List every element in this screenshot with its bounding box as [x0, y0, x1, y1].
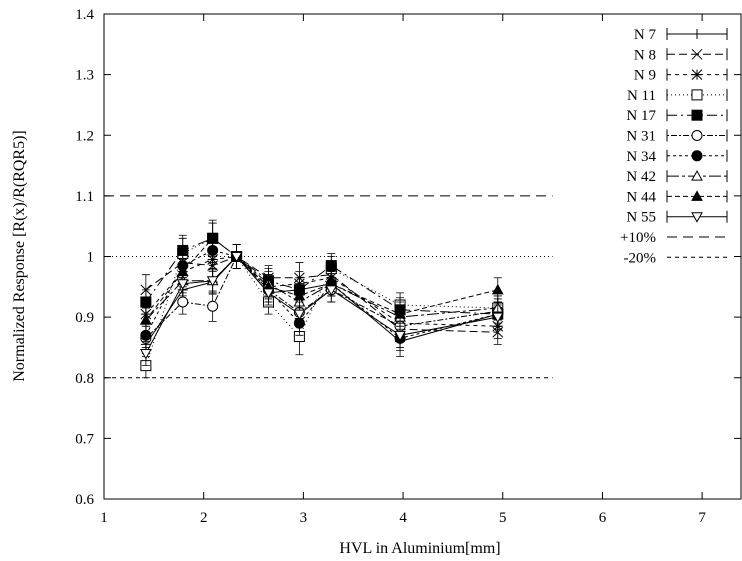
series-line	[145, 255, 498, 333]
series-line	[145, 237, 498, 315]
legend-label: N 9	[634, 68, 656, 84]
series-line	[145, 255, 498, 339]
point-marker	[325, 260, 337, 272]
series-n-9	[140, 243, 504, 339]
legend-item: N 9	[634, 68, 728, 84]
point-marker	[140, 349, 152, 360]
point-marker	[691, 212, 703, 223]
series-line	[145, 255, 498, 345]
legend-errorbar	[666, 48, 728, 61]
series-line	[145, 255, 498, 354]
point-marker	[692, 29, 702, 39]
legend-item: N 11	[627, 88, 728, 104]
series-n-11	[140, 219, 504, 379]
y-tick-label: 1.2	[75, 128, 94, 144]
y-tick-label: 1.3	[75, 68, 94, 84]
legend-item: N 34	[626, 149, 728, 165]
point-marker	[140, 296, 152, 308]
legend-label: -20%	[624, 250, 657, 266]
legend-label: N 42	[626, 169, 656, 185]
legend-errorbar	[666, 149, 728, 162]
point-marker	[491, 312, 504, 324]
series-n-7	[140, 243, 503, 357]
legend-item: N 7	[634, 27, 728, 43]
legend-errorbar	[666, 129, 728, 142]
legend-item: N 17	[626, 108, 728, 124]
point-marker	[691, 150, 703, 162]
data-series	[140, 219, 504, 379]
x-tick-label: 5	[499, 510, 507, 526]
x-tick-label: 3	[300, 510, 308, 526]
point-marker	[140, 314, 152, 325]
point-marker	[691, 89, 703, 101]
point-marker	[394, 330, 406, 342]
y-tick-label: 0.6	[75, 492, 94, 508]
point-marker	[176, 279, 189, 290]
legend-label: +10%	[620, 230, 656, 246]
legend-label: N 34	[626, 149, 656, 165]
legend-item: N 31	[626, 129, 728, 145]
legend-label: N 8	[634, 47, 656, 63]
legend-label: N 11	[627, 88, 656, 104]
point-marker	[206, 276, 219, 287]
point-marker	[691, 69, 703, 80]
series-n-17	[140, 222, 504, 327]
legend-label: N 44	[626, 189, 656, 205]
plot-axes: 0.6 0.7 0.8 0.9 1 1.1 1.2 1.3 1.4 1 2 3 4 5 6 7	[75, 7, 742, 526]
point-marker	[230, 252, 243, 263]
x-tick-label: 4	[399, 510, 407, 526]
x-tick-label: 6	[599, 510, 607, 526]
point-marker	[293, 289, 306, 301]
point-marker	[293, 309, 306, 321]
y-axis-title: Normalized Response [R(x)/R(RQR5)]	[11, 130, 28, 382]
y-tick-label: 1	[87, 250, 95, 266]
x-tick-label: 2	[200, 510, 208, 526]
legend-errorbar	[666, 170, 728, 183]
point-marker	[691, 170, 703, 181]
point-marker	[691, 190, 703, 201]
legend-errorbar	[666, 88, 728, 101]
legend-errorbar	[666, 68, 728, 81]
point-marker	[394, 308, 406, 319]
legend-item: +10%	[620, 230, 727, 246]
x-axis-title: HVL in Aluminium[mm]	[339, 540, 500, 557]
point-marker	[691, 48, 703, 60]
y-tick-label: 0.9	[75, 310, 94, 326]
y-tick-label: 0.8	[75, 371, 94, 387]
series-n-34	[140, 237, 504, 351]
legend-label: N 17	[626, 108, 656, 124]
legend-errorbar	[666, 210, 728, 223]
legend-label: N 7	[634, 27, 657, 43]
legend-item: N 42	[626, 169, 728, 185]
legend-errorbar	[666, 28, 728, 40]
point-marker	[207, 300, 219, 312]
series-line	[145, 255, 498, 321]
legend-item: N 55	[626, 210, 728, 226]
series-n-44	[140, 222, 504, 333]
legend-item: -20%	[624, 250, 727, 266]
legend-item: N 44	[626, 189, 728, 205]
series-n-55	[140, 243, 504, 367]
y-tick-label: 1.1	[75, 189, 94, 205]
point-marker	[691, 109, 703, 121]
x-tick-label: 7	[698, 510, 706, 526]
legend-errorbar	[666, 109, 728, 122]
legend-label: N 31	[626, 129, 656, 145]
legend: N 7 N 8 N 9 N 11 N 17 N 31 N 34 N 42 N 44 N 55 +10…	[620, 27, 728, 266]
legend-label: N 55	[626, 210, 656, 226]
legend-errorbar	[666, 190, 728, 203]
x-tick-label: 1	[100, 510, 108, 526]
y-tick-label: 0.7	[75, 431, 94, 447]
point-marker	[177, 296, 189, 308]
series-line	[145, 249, 498, 339]
point-marker	[262, 288, 275, 299]
point-marker	[691, 130, 703, 141]
legend-item: N 8	[634, 47, 728, 63]
point-marker	[491, 283, 504, 295]
y-tick-label: 1.4	[75, 7, 94, 23]
series-line	[145, 255, 498, 327]
point-marker	[206, 232, 219, 243]
point-marker	[325, 285, 338, 296]
